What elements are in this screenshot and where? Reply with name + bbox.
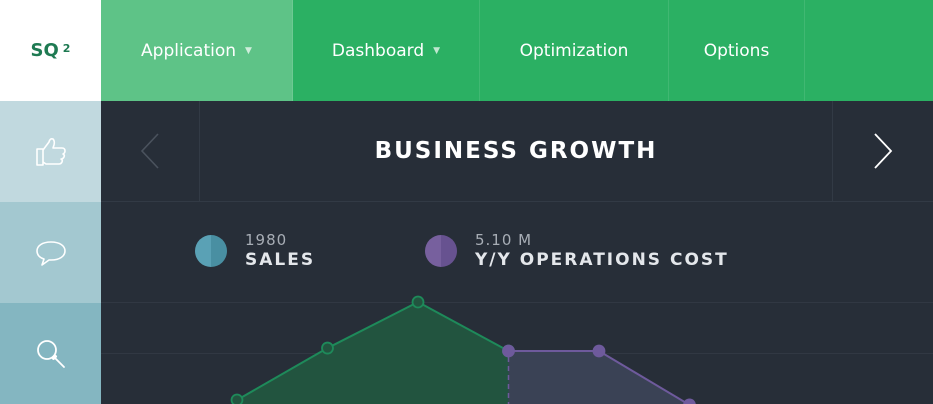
data-point[interactable] — [230, 393, 244, 404]
legend-sales: 1980 SALES — [195, 231, 315, 271]
nav-label: Application — [141, 40, 237, 61]
series-area-1 — [508, 351, 690, 404]
sidebar-item-search[interactable] — [0, 303, 101, 404]
data-point[interactable] — [502, 344, 515, 358]
nav-item-optimization[interactable]: Optimization — [480, 0, 669, 101]
page-title: BUSINESS GROWTH — [374, 138, 658, 164]
half-circle-icon — [195, 235, 227, 267]
sidebar — [0, 101, 101, 404]
thumbs-up-icon — [35, 137, 66, 166]
legend-value: 5.10 M — [475, 231, 533, 249]
nav-item-application[interactable]: Application ▼ — [101, 0, 293, 101]
data-point[interactable] — [411, 295, 425, 309]
app-logo[interactable]: SQ 2 — [0, 0, 101, 101]
growth-chart — [230, 295, 696, 404]
chevron-down-icon: ▼ — [245, 45, 252, 56]
data-point[interactable] — [592, 344, 606, 358]
legend-label: Y/Y OPERATIONS COST — [475, 250, 729, 270]
chevron-right-icon — [874, 133, 893, 169]
sidebar-item-like[interactable] — [0, 101, 101, 202]
series-line-0 — [236, 300, 509, 401]
series-area-0 — [237, 302, 509, 404]
next-button[interactable] — [832, 101, 933, 201]
nav-label: Optimization — [519, 40, 629, 61]
logo-text: SQ — [30, 40, 59, 61]
data-point[interactable] — [683, 398, 696, 404]
legend-cost: 5.10 M Y/Y OPERATIONS COST — [425, 231, 729, 271]
data-point[interactable] — [321, 341, 334, 355]
search-icon — [36, 339, 65, 368]
legend-value: 1980 — [245, 231, 288, 249]
nav-item-options[interactable]: Options — [669, 0, 805, 101]
half-circle-icon — [425, 235, 457, 267]
speech-bubble-icon — [35, 240, 66, 266]
chevron-down-icon: ▼ — [433, 45, 441, 56]
nav-label: Dashboard — [331, 40, 425, 61]
top-navigation: Application ▼ Dashboard ▼ Optimization Opt… — [101, 0, 933, 101]
logo-superscript: 2 — [62, 42, 71, 55]
nav-item-dashboard[interactable]: Dashboard ▼ — [293, 0, 480, 101]
chart-title-bar: BUSINESS GROWTH — [101, 101, 933, 202]
previous-button[interactable] — [101, 101, 200, 201]
legend-text: 5.10 M Y/Y OPERATIONS COST — [475, 231, 729, 271]
chevron-left-icon — [140, 133, 159, 169]
nav-label: Options — [703, 40, 770, 61]
legend-label: SALES — [245, 250, 316, 270]
legend-text: 1980 SALES — [245, 231, 315, 271]
sidebar-item-comments[interactable] — [0, 202, 101, 303]
grid-line — [101, 302, 933, 303]
